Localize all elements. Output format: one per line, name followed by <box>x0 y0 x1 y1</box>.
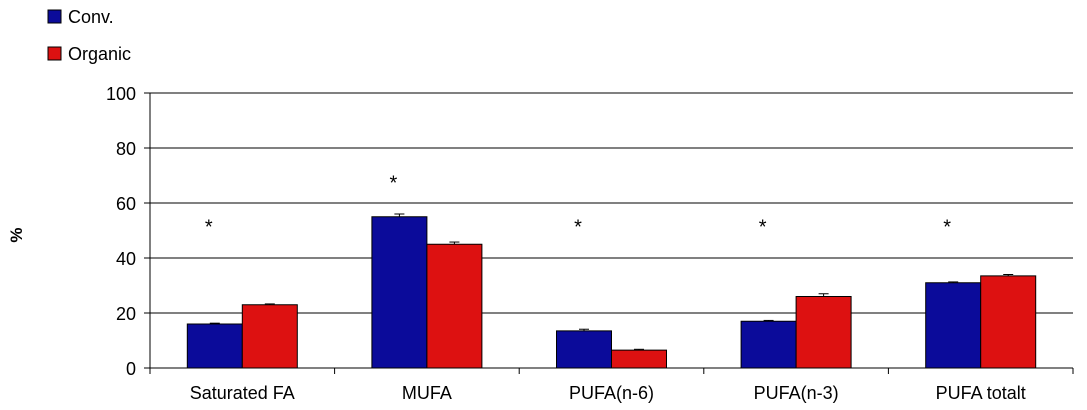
y-tick-label: 0 <box>126 359 136 379</box>
gridlines <box>150 92 1073 314</box>
bar-conv <box>186 323 243 369</box>
bar-organic <box>795 296 852 369</box>
bar-organic <box>980 275 1037 369</box>
bar-conv <box>556 330 612 369</box>
significance-marker: * <box>574 217 582 239</box>
x-tick-label: PUFA(n-6) <box>569 383 654 403</box>
bar-organic <box>426 243 483 369</box>
y-tick-label: 60 <box>116 194 136 214</box>
bar-conv <box>925 282 982 369</box>
x-tick-label: MUFA <box>402 383 452 403</box>
legend-label: Conv. <box>68 7 114 27</box>
bar-organic <box>611 349 667 369</box>
x-tick-label: Saturated FA <box>190 383 295 403</box>
significance-marker: * <box>390 173 398 195</box>
bar-conv <box>371 216 428 369</box>
bar-conv <box>740 320 797 369</box>
bars <box>186 213 1037 369</box>
legend-label: Organic <box>68 44 131 64</box>
y-tick-label: 80 <box>116 139 136 159</box>
y-tick-label: 20 <box>116 304 136 324</box>
x-tick-label: PUFA totalt <box>936 383 1026 403</box>
significance-marker: * <box>943 217 951 239</box>
significance-marker: * <box>759 217 767 239</box>
y-tick-label: 40 <box>116 249 136 269</box>
significance-marker: * <box>205 217 213 239</box>
x-tick-label: PUFA(n-3) <box>754 383 839 403</box>
y-axis-label: % <box>7 227 26 242</box>
y-tick-label: 100 <box>106 84 136 104</box>
legend-swatch <box>47 9 62 24</box>
annotations: * * * * * <box>205 173 951 239</box>
axes: 0 20 40 60 80 100 Saturated FA MUFA PUFA(n-6) PUF… <box>106 84 1074 403</box>
legend-swatch <box>47 46 62 61</box>
bar-organic <box>241 304 298 369</box>
legend: Conv. Organic <box>47 7 131 64</box>
